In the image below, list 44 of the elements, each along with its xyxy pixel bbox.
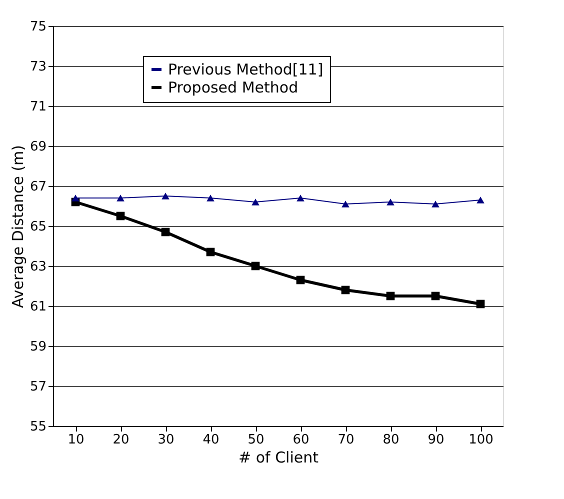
point [476,300,485,308]
point [116,194,124,202]
y-tick-label: 71 [30,100,46,114]
y-tick-label: 55 [30,420,46,434]
point [386,292,395,300]
point [251,262,260,270]
x-tick-label: 70 [338,432,354,448]
x-tick-label: 60 [292,432,310,448]
x-tick-label: 90 [428,432,444,448]
y-tick-label: 57 [30,380,46,394]
point [386,198,394,206]
y-tick-label: 69 [30,140,46,154]
y-axis-title: Average Distance (m) [8,144,27,308]
point [342,200,350,208]
point [296,276,305,284]
x-tick-label: 30 [158,432,174,448]
legend-label: Proposed Method [168,78,298,96]
point [162,192,170,200]
y-tick-label: 75 [30,20,46,34]
x-tick-label: 10 [68,432,84,448]
x-tick-label: 20 [112,432,130,448]
y-tick-label: 73 [30,60,46,74]
point [72,194,80,202]
y-tick-label: 67 [30,180,46,194]
x-tick-label: 50 [248,432,264,448]
point [252,198,260,206]
x-tick-label: 100 [468,432,494,448]
point [432,200,440,208]
y-tick-label: 61 [30,300,46,314]
point [431,292,440,300]
point [116,212,125,220]
x-tick-label: 40 [202,432,220,448]
point [341,286,350,294]
point [161,228,170,236]
x-axis-title: # of Client [238,448,319,466]
point [206,194,214,202]
y-tick-label: 63 [30,260,46,274]
point [476,196,484,204]
point [296,194,304,202]
legend-label: Previous Method[11] [168,60,324,78]
point [206,248,215,256]
x-tick-label: 80 [382,432,400,448]
y-tick-label: 59 [30,340,46,354]
y-tick-label: 65 [30,220,46,234]
